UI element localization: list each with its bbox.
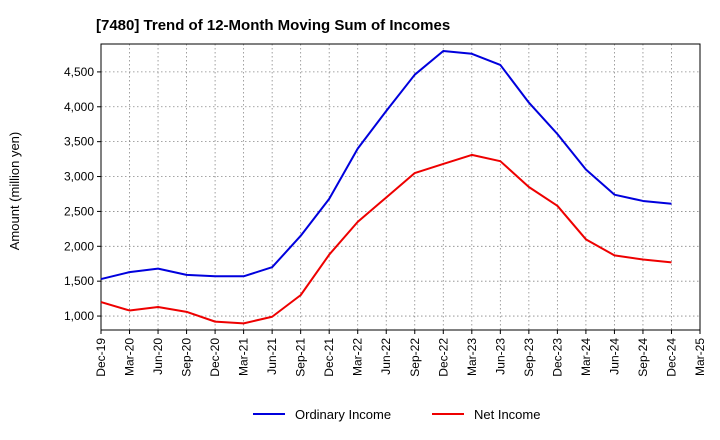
y-tick-label: 4,000 xyxy=(64,100,94,114)
series-line-net-income xyxy=(100,153,672,325)
x-tick-label: Jun-22 xyxy=(379,338,393,375)
x-tick-label: Mar-24 xyxy=(579,338,593,376)
x-tick-label: Mar-22 xyxy=(351,338,365,376)
plot-frame xyxy=(100,43,701,331)
x-tick-label: Dec-22 xyxy=(436,338,450,377)
legend-label-ordinary-income: Ordinary Income xyxy=(295,407,391,422)
x-tick-label: Mar-25 xyxy=(693,338,707,376)
x-tick-label: Dec-21 xyxy=(322,338,336,377)
x-tick-label: Jun-24 xyxy=(607,338,621,375)
x-tick-label: Dec-20 xyxy=(208,338,222,377)
x-tick-label: Sep-22 xyxy=(408,338,422,377)
x-tick-label: Jun-21 xyxy=(265,338,279,375)
x-tick-label: Jun-23 xyxy=(493,338,507,375)
y-tick-label: 3,500 xyxy=(64,135,94,149)
y-tick-label: 1,000 xyxy=(64,309,94,323)
chart-title: [7480] Trend of 12-Month Moving Sum of I… xyxy=(96,17,450,34)
axes: Dec-19 Mar-20 Jun-20 Sep-20 Dec-20 Mar-21 Jun-… xyxy=(64,43,707,377)
legend: Ordinary Income Net Income xyxy=(253,407,540,422)
y-axis-label: Amount (million yen) xyxy=(7,132,22,251)
y-tick-label: 3,000 xyxy=(64,170,94,184)
series-line-ordinary-income xyxy=(100,49,672,281)
x-tick-label: Jun-20 xyxy=(151,338,165,375)
x-tick-label: Sep-20 xyxy=(180,338,194,377)
legend-label-net-income: Net Income xyxy=(474,407,540,422)
y-tick-label: 2,500 xyxy=(64,204,94,218)
x-tick-label: Mar-20 xyxy=(123,338,137,376)
x-tick-label: Mar-21 xyxy=(237,338,251,376)
x-tick-label: Dec-23 xyxy=(550,338,564,377)
x-tick-label: Sep-23 xyxy=(522,338,536,377)
series-lines xyxy=(100,49,672,325)
x-tick-label: Sep-24 xyxy=(636,338,650,377)
grid xyxy=(101,44,700,330)
x-tick-label: Sep-21 xyxy=(294,338,308,377)
x-tick-label: Dec-24 xyxy=(664,338,678,377)
x-tick-label: Mar-23 xyxy=(465,338,479,376)
y-tick-label: 2,000 xyxy=(64,239,94,253)
y-tick-label: 4,500 xyxy=(64,65,94,79)
x-tick-label: Dec-19 xyxy=(94,338,108,377)
y-tick-label: 1,500 xyxy=(64,274,94,288)
